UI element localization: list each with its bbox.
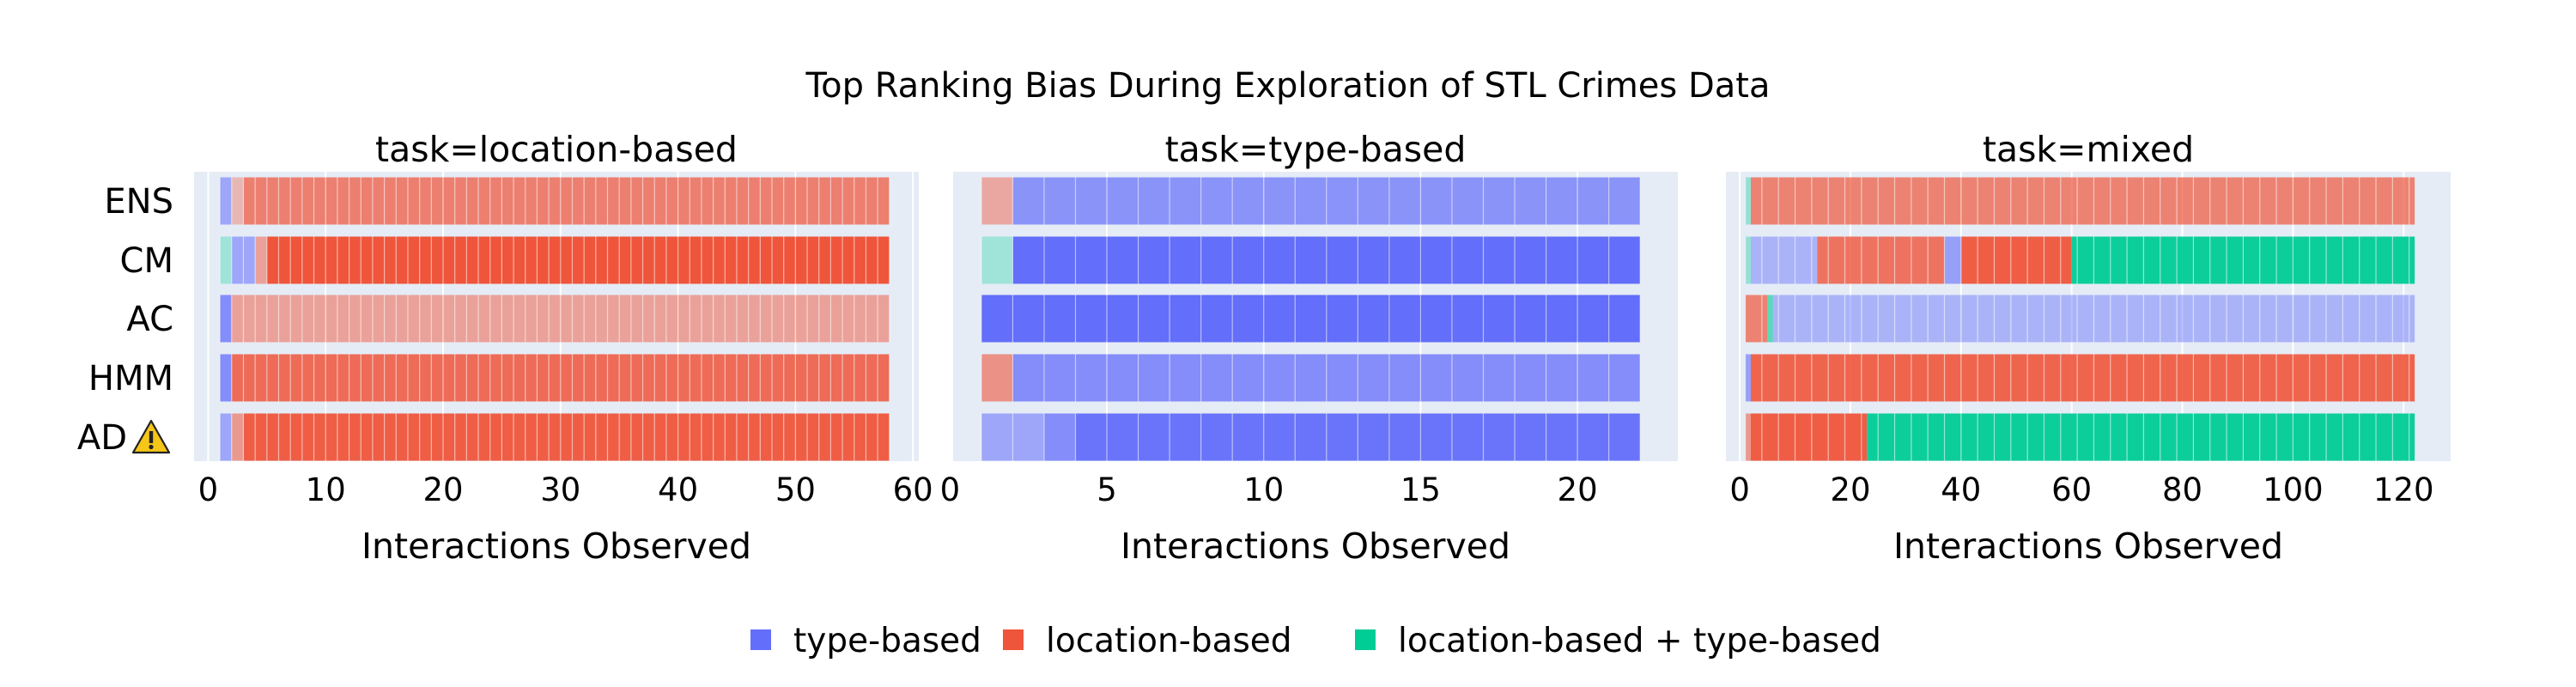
bar-segment [981,236,1013,284]
bar-segment [981,295,1641,343]
subplot-title: task=location-based [375,129,738,170]
bar-ad [219,413,890,461]
bar-ac [219,295,890,343]
bar-segment [1750,354,2415,402]
y-tick-label-ad: AD [77,418,127,458]
bar-segment [243,177,890,225]
bar-ens [1744,177,2415,225]
x-tick-label: 0 [1729,471,1750,508]
y-axis-labels: ENS CM AC HMM AD [77,182,173,458]
bar-cm [1744,236,2415,284]
bar-hmm [1744,354,2415,402]
bar-segment [243,413,890,461]
legend-label: location-based [1046,622,1292,660]
bar-segment [1817,236,1945,284]
bar-ens [219,177,890,225]
x-tick-label: 60 [2051,471,2092,508]
x-tick-label: 30 [540,471,580,508]
bar-segment [1750,413,1868,461]
x-tick-label: 80 [2162,471,2202,508]
bar-segment [1960,236,2072,284]
y-tick-label-ens: ENS [104,182,173,222]
bar-segment [981,177,1013,225]
bar-segment [220,413,232,461]
x-tick-label: 10 [306,471,346,508]
x-axis-ticks: 0 10 20 30 40 50 60 [198,471,933,508]
x-axis-title: Interactions Observed [1121,526,1510,567]
bar-cm [219,236,890,284]
x-tick-label: 15 [1400,471,1441,508]
bar-segment [1944,236,1961,284]
legend-label: location-based + type-based [1398,622,1881,660]
bar-segment [1867,413,2415,461]
x-tick-label: 0 [940,471,961,508]
bar-hmm [219,354,890,402]
panel-2: task=type-based 0 5 10 15 20 Interactions Obse… [940,129,1678,567]
bar-segment [981,354,1013,402]
bar-segment [1745,295,1768,343]
x-tick-label: 40 [1941,471,1981,508]
bar-ens [981,177,1641,225]
legend-swatch [1355,629,1376,650]
bar-segment [1767,295,1773,343]
bar-segment [1745,354,1751,402]
x-tick-label: 100 [2263,471,2324,508]
bar-segment [1745,413,1751,461]
bar-segment [1745,177,1751,225]
bar-cm [981,236,1641,284]
bar-segment [220,354,232,402]
x-tick-label: 50 [775,471,816,508]
legend-item-1[interactable]: type-based [750,622,981,660]
x-axis-title: Interactions Observed [361,526,751,567]
x-tick-label: 60 [893,471,933,508]
legend-swatch [1003,629,1024,650]
bar-segment [1750,236,1818,284]
legend-item-3[interactable]: location-based + type-based [1355,622,1881,660]
subplot-title: task=type-based [1165,129,1467,170]
x-tick-label: 20 [1830,471,1870,508]
warning-icon [131,419,171,454]
bar-segment [231,177,244,225]
bar-ad [981,413,1641,461]
legend-item-2[interactable]: location-based [1003,622,1292,660]
panel-1: task=location-based 0 10 20 30 40 50 60 Interact… [194,129,933,567]
legend-label: type-based [793,622,981,660]
x-tick-label: 120 [2373,471,2434,508]
legend-swatch [750,629,771,650]
x-tick-label: 20 [1558,471,1598,508]
panel-3: task=mixed 0 20 40 60 80 100 120 Interactions Ob… [1726,129,2451,567]
x-axis-title: Interactions Observed [1893,526,2283,567]
x-tick-label: 0 [198,471,219,508]
y-tick-label-hmm: HMM [88,359,173,398]
bar-hmm [981,354,1641,402]
bar-segment [220,295,232,343]
y-tick-label-cm: CM [120,241,173,281]
bar-segment [1043,413,1076,461]
bar-ad [1744,413,2415,461]
bar-segment [255,236,267,284]
x-axis-ticks: 0 5 10 15 20 [940,471,1598,508]
subplot-title: task=mixed [1983,129,2194,170]
y-tick-label-ac: AC [126,300,173,339]
bar-ac [981,295,1641,343]
bar-segment [220,177,232,225]
x-tick-label: 40 [658,471,698,508]
bar-segment [231,413,244,461]
bar-segment [266,236,890,284]
x-tick-label: 20 [422,471,463,508]
bar-ac [1744,295,2415,343]
bar-segment [220,236,232,284]
x-axis-ticks: 0 20 40 60 80 100 120 [1729,471,2433,508]
bar-segment [1745,236,1751,284]
chart-title: Top Ranking Bias During Exploration of S… [805,66,1771,106]
x-tick-label: 10 [1243,471,1284,508]
x-tick-label: 5 [1097,471,1117,508]
bar-segment [1750,177,2415,225]
legend: type-based location-based location-based +… [750,622,1881,660]
chart-panels: ENS CM AC HMM AD task=location-based 0 10 20 30 40… [77,129,2451,567]
